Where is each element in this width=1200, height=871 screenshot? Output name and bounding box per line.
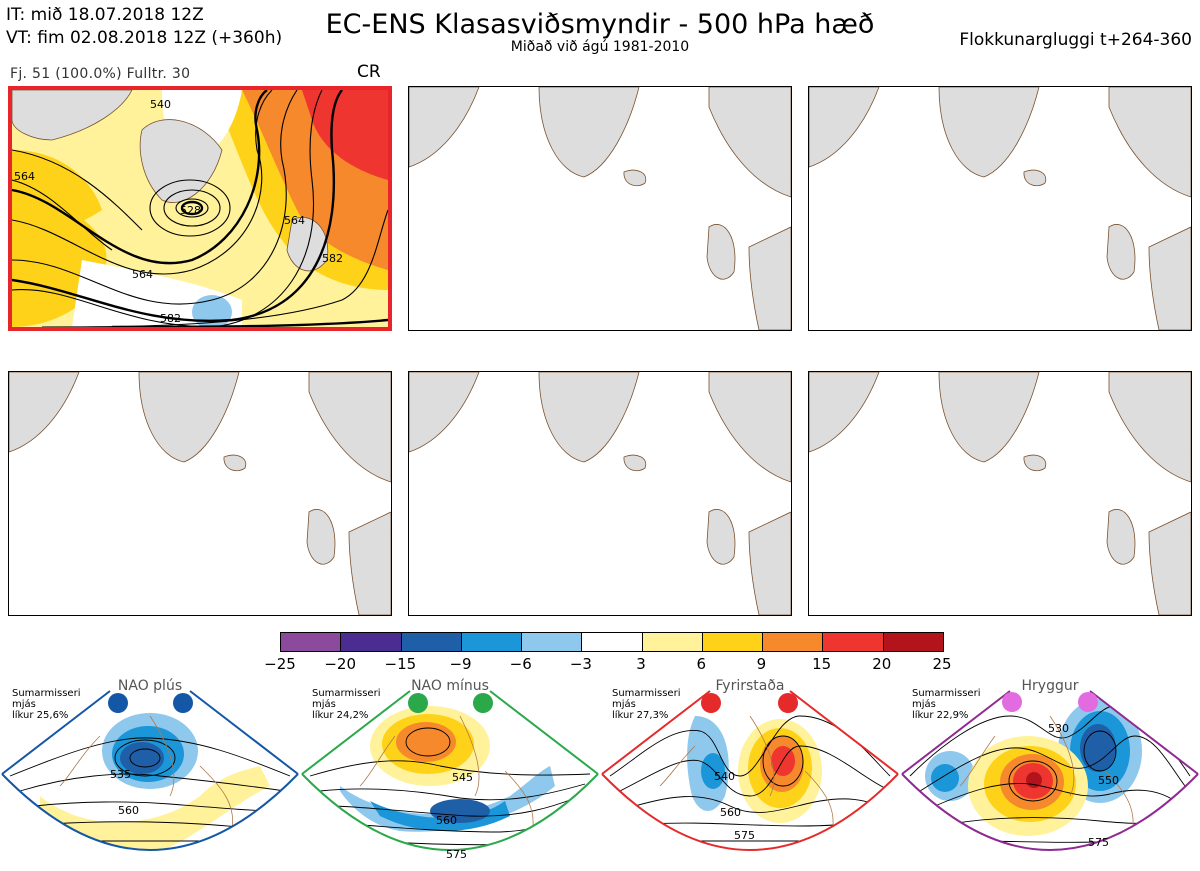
cluster-map-6-svg xyxy=(809,372,1191,615)
colorbar-swatch xyxy=(823,633,884,651)
colorbar-swatch xyxy=(281,633,342,651)
contour-label: 582 xyxy=(160,312,181,325)
regime-nao-minus: 545 560 575 NAO mínus Sumarmisseri mjás … xyxy=(300,676,600,871)
cluster-map-6 xyxy=(808,371,1192,616)
colorbar-swatch xyxy=(702,633,764,651)
regime-name: Hryggur xyxy=(1021,678,1079,694)
regime-blocking-map: 540 560 575 xyxy=(601,690,899,851)
level-label: mjás xyxy=(912,699,936,710)
regime-season: Sumarmisseri mjás líkur 22,9% xyxy=(912,688,980,721)
contour-label: 582 xyxy=(322,252,343,265)
regime-dot xyxy=(1002,692,1022,712)
cluster-map-2-svg xyxy=(409,87,791,330)
colorbar-tick-label: −25 xyxy=(264,655,296,673)
regime-nao-plus-map: 535 560 xyxy=(1,690,299,851)
cluster-map-4 xyxy=(8,371,392,616)
probability-label: líkur 24,2% xyxy=(312,710,369,721)
header-times: IT: mið 18.07.2018 12Z VT: fim 02.08.201… xyxy=(6,4,282,50)
regime-dot xyxy=(701,693,721,713)
cluster-map-3 xyxy=(808,86,1192,331)
colorbar-tick-label: 15 xyxy=(812,655,832,673)
initial-time: IT: mið 18.07.2018 12Z xyxy=(6,5,204,25)
colorbar-swatch xyxy=(461,633,523,651)
regime-ridge: 530 550 575 Hryggur Sumarmisseri mjás lí… xyxy=(900,676,1200,871)
contour-label: 560 xyxy=(720,806,741,819)
colorbar-swatch xyxy=(522,633,583,651)
cluster-map-1: 540 564 528 564 564 582 582 xyxy=(8,86,392,331)
contour-label: 564 xyxy=(284,214,305,227)
contour-label: 560 xyxy=(118,804,139,817)
contour-label: 550 xyxy=(1098,774,1119,787)
colorbar-tick-label: −20 xyxy=(324,655,356,673)
colorbar-tick-label: 6 xyxy=(696,655,707,673)
cluster-info: Fj. 51 (100.0%) Fulltr. 30 xyxy=(10,66,191,82)
regime-dot xyxy=(1078,692,1098,712)
contour-label: 560 xyxy=(436,814,457,827)
regime-dot xyxy=(108,693,128,713)
regime-season: Sumarmisseri mjás líkur 25,6% xyxy=(12,688,80,721)
regime-nao-minus-map: 545 560 575 xyxy=(301,690,599,861)
regime-name: NAO plús xyxy=(117,678,183,694)
regime-ridge-map: 530 550 575 xyxy=(901,690,1199,851)
regime-blocking: 540 560 575 Fyrirstaða Sumarmisseri mjás… xyxy=(600,676,900,871)
level-label: mjás xyxy=(312,699,336,710)
cluster-map-2 xyxy=(408,86,792,331)
cluster-map-5 xyxy=(408,371,792,616)
regime-dot xyxy=(173,693,193,713)
level-label: mjás xyxy=(612,699,636,710)
probability-label: líkur 25,6% xyxy=(12,710,69,721)
regime-season: Sumarmisseri mjás líkur 24,2% xyxy=(312,688,380,721)
contour-label: 530 xyxy=(1048,722,1069,735)
season-label: Sumarmisseri xyxy=(312,688,381,699)
colorbar-swatch xyxy=(341,633,402,651)
colorbar-swatch xyxy=(401,633,462,651)
probability-label: líkur 27,3% xyxy=(612,710,669,721)
page-subtitle: Miðað við ágú 1981-2010 xyxy=(510,39,690,55)
contour-label: 535 xyxy=(110,768,131,781)
regime-dot xyxy=(473,693,493,713)
regime-nao-plus: 535 560 NAO plús Sumarmisseri mjás líkur… xyxy=(0,676,300,871)
contour-label: 564 xyxy=(132,268,153,281)
season-label: Sumarmisseri xyxy=(912,688,981,699)
cluster-map-1-svg: 540 564 528 564 564 582 582 xyxy=(12,90,388,327)
colorbar-tick-label: −6 xyxy=(509,655,532,673)
colorbar-tick-label: 25 xyxy=(932,655,952,673)
contour-label: 575 xyxy=(734,829,755,842)
cluster-map-5-svg xyxy=(409,372,791,615)
cluster-map-4-svg xyxy=(9,372,391,615)
regime-name: Fyrirstaða xyxy=(715,678,785,694)
cluster-map-3-svg xyxy=(809,87,1191,330)
regime-dot xyxy=(408,693,428,713)
probability-label: líkur 22,9% xyxy=(912,710,969,721)
regime-season: Sumarmisseri mjás líkur 27,3% xyxy=(612,688,680,721)
contour-label: 540 xyxy=(714,770,735,783)
colorbar-tick-label: 20 xyxy=(872,655,892,673)
contour-label: 575 xyxy=(1088,836,1109,849)
contour-label: 528 xyxy=(180,204,201,217)
contour-label: 545 xyxy=(452,771,473,784)
colorbar-tick-label: 9 xyxy=(756,655,767,673)
cluster-regime-tag: CR xyxy=(357,62,381,82)
colorbar-swatch xyxy=(642,633,703,651)
season-label: Sumarmisseri xyxy=(612,688,681,699)
colorbar-swatch xyxy=(763,633,824,651)
classification-window: Flokkunargluggi t+264-360 xyxy=(959,30,1192,50)
page-title: EC-ENS Klasasviðsmyndir - 500 hPa hæð xyxy=(325,9,875,40)
valid-time: VT: fim 02.08.2018 12Z (+360h) xyxy=(6,28,283,48)
contour-label: 575 xyxy=(446,848,467,861)
regime-dot xyxy=(778,693,798,713)
colorbar-swatch xyxy=(883,633,943,651)
regime-name: NAO mínus xyxy=(411,678,489,694)
colorbar-swatch xyxy=(582,633,643,651)
colorbar-tick-label: −3 xyxy=(569,655,592,673)
level-label: mjás xyxy=(12,699,36,710)
colorbar-tick-label: −9 xyxy=(449,655,472,673)
contour-label: 540 xyxy=(150,98,171,111)
colorbar-tick-label: 3 xyxy=(636,655,646,673)
season-label: Sumarmisseri xyxy=(12,688,81,699)
colorbar xyxy=(280,632,944,652)
colorbar-tick-label: −15 xyxy=(384,655,417,673)
contour-label: 564 xyxy=(14,170,35,183)
